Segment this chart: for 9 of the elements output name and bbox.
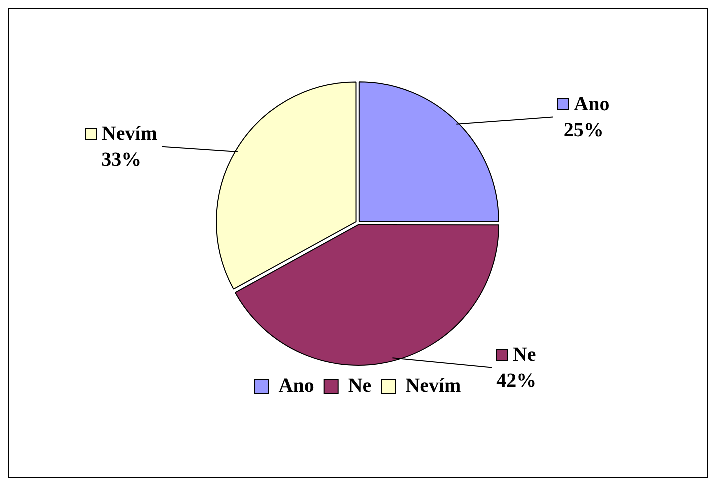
data-label: 42% — [496, 370, 537, 392]
category-label: Ne — [512, 344, 536, 366]
data-label: 33% — [102, 149, 142, 172]
category-label: Nevím — [406, 375, 462, 398]
legend-label: Nevím — [102, 123, 158, 146]
legend-label: Ano — [574, 93, 610, 116]
category-label: Ano — [278, 375, 314, 398]
legend-label: Ne — [348, 375, 372, 398]
data-label: 25% — [564, 119, 604, 142]
